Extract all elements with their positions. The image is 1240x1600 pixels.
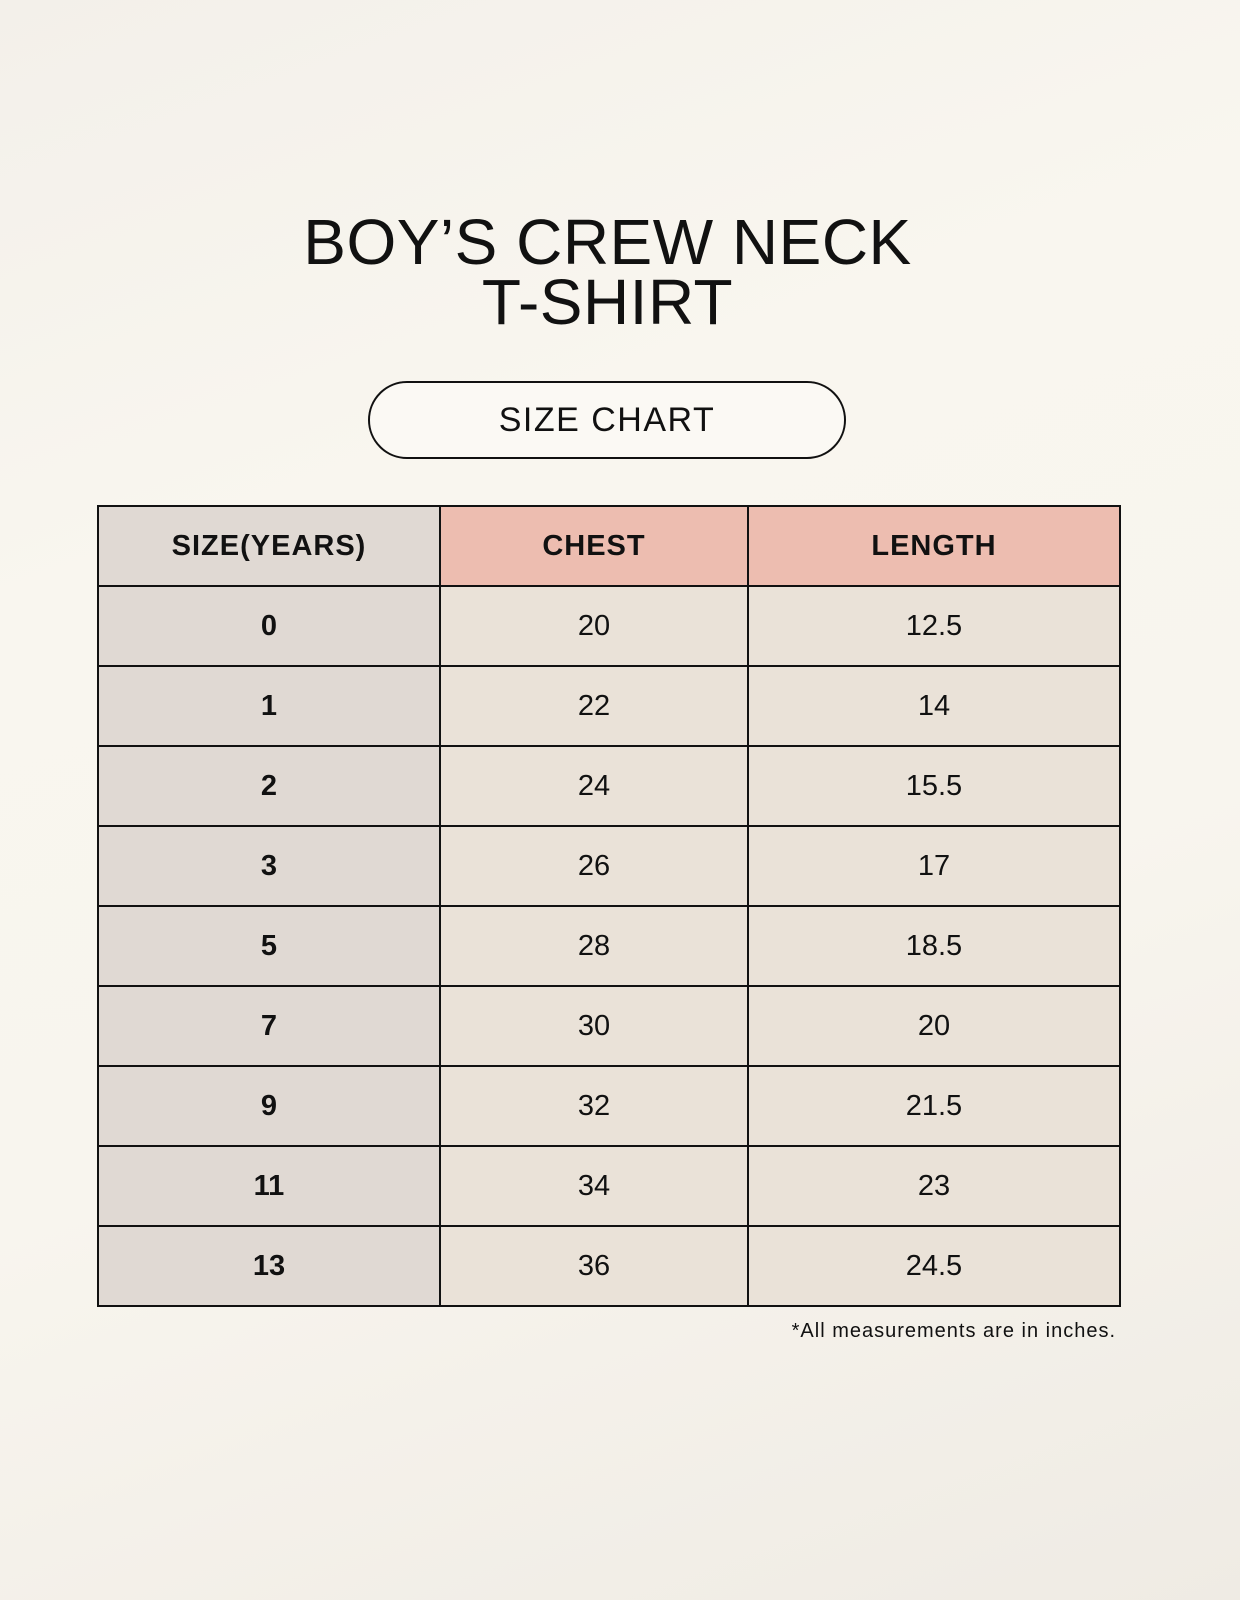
table-row: 3 26 17 <box>97 825 1122 907</box>
chest-cell: 36 <box>439 1225 749 1307</box>
title-line-2: T-SHIRT <box>481 266 734 338</box>
table-row: 7 30 20 <box>97 985 1122 1067</box>
size-chart-label: SIZE CHART <box>368 381 846 459</box>
length-cell: 18.5 <box>746 905 1122 987</box>
length-cell: 14 <box>746 665 1122 747</box>
table-row: 0 20 12.5 <box>97 585 1122 667</box>
table-row: 2 24 15.5 <box>97 745 1122 827</box>
table-row: 1 22 14 <box>97 665 1122 747</box>
chest-cell: 20 <box>439 585 749 667</box>
page-title: BOY’S CREW NECK T-SHIRT <box>0 206 1215 338</box>
length-cell: 17 <box>746 825 1122 907</box>
length-cell: 15.5 <box>746 745 1122 827</box>
length-cell: 21.5 <box>746 1065 1122 1147</box>
chest-cell: 30 <box>439 985 749 1067</box>
chest-cell: 32 <box>439 1065 749 1147</box>
chest-cell: 22 <box>439 665 749 747</box>
chest-cell: 34 <box>439 1145 749 1227</box>
size-cell: 9 <box>97 1065 441 1147</box>
length-cell: 24.5 <box>746 1225 1122 1307</box>
chest-cell: 28 <box>439 905 749 987</box>
footnote: *All measurements are in inches. <box>791 1320 1116 1342</box>
header-length: LENGTH <box>746 505 1122 587</box>
table-row: 13 36 24.5 <box>97 1225 1122 1307</box>
table-row: 5 28 18.5 <box>97 905 1122 987</box>
length-cell: 20 <box>746 985 1122 1067</box>
size-cell: 13 <box>97 1225 441 1307</box>
size-cell: 1 <box>97 665 441 747</box>
title-line-1: BOY’S CREW NECK <box>303 206 912 278</box>
size-cell: 7 <box>97 985 441 1067</box>
table-row: 11 34 23 <box>97 1145 1122 1227</box>
size-cell: 2 <box>97 745 441 827</box>
header-row: SIZE(YEARS) CHEST LENGTH <box>97 505 1122 587</box>
chest-cell: 26 <box>439 825 749 907</box>
header-size: SIZE(YEARS) <box>97 505 441 587</box>
size-table: SIZE(YEARS) CHEST LENGTH 0 20 12.5 1 22 14 2 24… <box>97 505 1122 1307</box>
size-cell: 3 <box>97 825 441 907</box>
header-chest: CHEST <box>439 505 749 587</box>
size-cell: 0 <box>97 585 441 667</box>
size-cell: 5 <box>97 905 441 987</box>
length-cell: 12.5 <box>746 585 1122 667</box>
size-cell: 11 <box>97 1145 441 1227</box>
chest-cell: 24 <box>439 745 749 827</box>
table-row: 9 32 21.5 <box>97 1065 1122 1147</box>
length-cell: 23 <box>746 1145 1122 1227</box>
